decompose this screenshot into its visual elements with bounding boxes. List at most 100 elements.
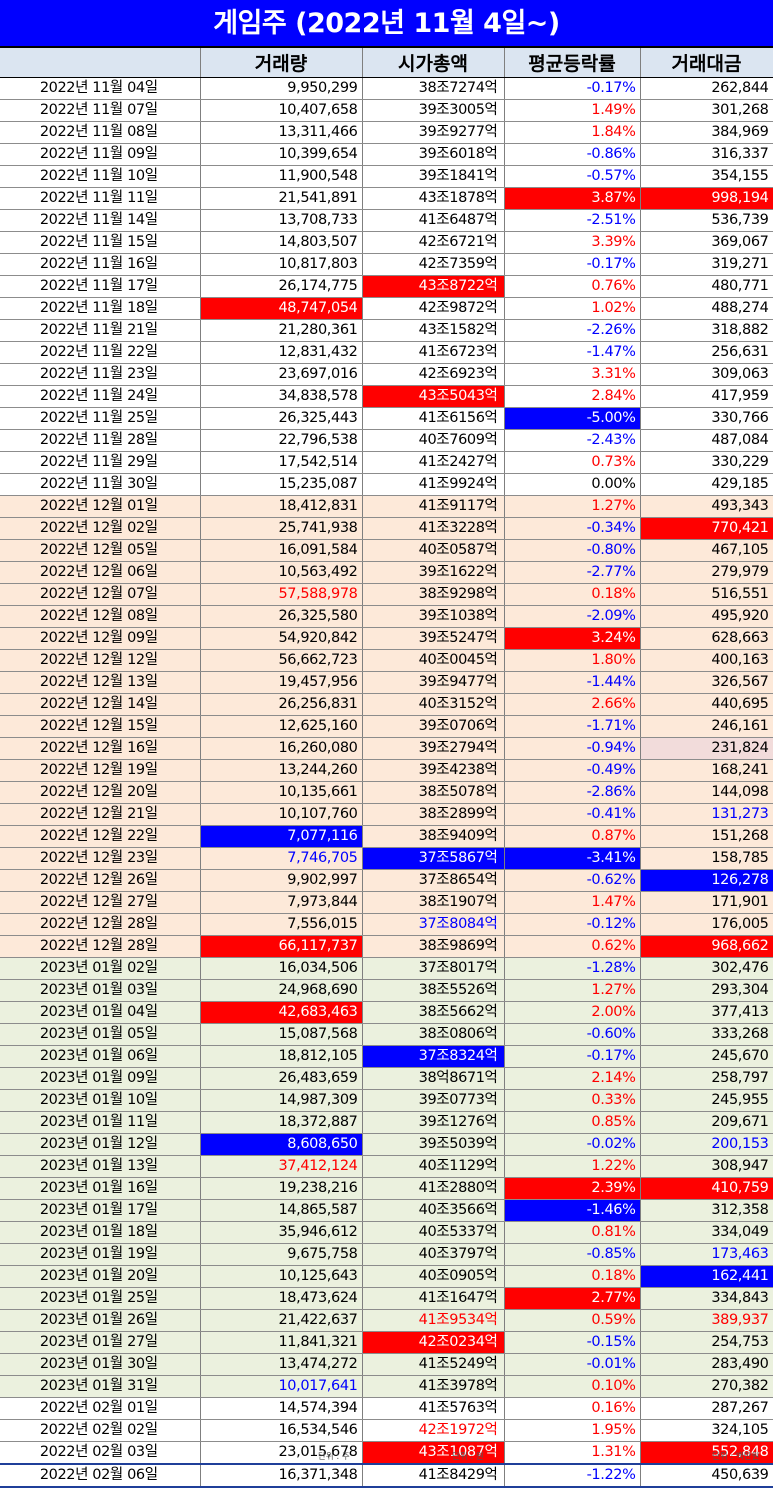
table-row: 2022년 12월 08일 26,325,580 39조1038억 -2.09% 495… [0, 605, 773, 628]
cell-avg-change: -1.28% [504, 957, 641, 980]
cell-date: 2022년 11월 14일 [0, 209, 201, 232]
cell-volume: 13,311,466 [200, 121, 363, 144]
cell-date: 2023년 01월 03일 [0, 979, 201, 1002]
cell-volume: 21,541,891 [200, 187, 363, 210]
cell-trade-amount: 126,278 [640, 869, 773, 892]
cell-market-cap: 40조3566억 [362, 1199, 505, 1222]
cell-trade-amount: 487,084 [640, 429, 773, 452]
cell-market-cap: 40조0587억 [362, 539, 505, 562]
cell-market-cap: 39조5247억 [362, 627, 505, 650]
cell-market-cap: 39조1276억 [362, 1111, 505, 1134]
cell-market-cap: 38조9298억 [362, 583, 505, 606]
cell-trade-amount: 270,382 [640, 1375, 773, 1398]
cell-date: 2022년 12월 12일 [0, 649, 201, 672]
cell-date: 2022년 12월 05일 [0, 539, 201, 562]
table-row: 2023년 01월 09일 26,483,659 38억8671억 2.14% 258,… [0, 1067, 773, 1090]
cell-volume: 42,683,463 [200, 1001, 363, 1024]
cell-volume: 18,372,887 [200, 1111, 363, 1134]
cell-market-cap: 39조9277억 [362, 121, 505, 144]
table-row: 2022년 11월 17일 26,174,775 43조8722억 0.76% 480,… [0, 275, 773, 298]
table-row: 2022년 12월 13일 19,457,956 39조9477억 -1.44% 326… [0, 671, 773, 694]
table-row: 2022년 11월 04일 9,950,299 38조7274억 -0.17% 262,… [0, 77, 773, 100]
cell-trade-amount: 516,551 [640, 583, 773, 606]
cell-date: 2022년 11월 25일 [0, 407, 201, 430]
cell-date: 2022년 02월 06일 [0, 1462, 201, 1488]
table-row: 2022년 12월 20일 10,135,661 38조5078억 -2.86% 144… [0, 781, 773, 804]
cell-date: 2022년 11월 23일 [0, 363, 201, 386]
cell-trade-amount: 429,185 [640, 473, 773, 496]
cell-date: 2022년 12월 27일 [0, 891, 201, 914]
cell-avg-change: -0.34% [504, 517, 641, 540]
cell-volume: 11,841,321 [200, 1331, 363, 1354]
cell-volume: 10,563,492 [200, 561, 363, 584]
cell-market-cap: 40조0045억 [362, 649, 505, 672]
cell-volume: 14,987,309 [200, 1089, 363, 1112]
cell-date: 2022년 11월 18일 [0, 297, 201, 320]
cell-date: 2023년 01월 25일 [0, 1287, 201, 1310]
sheet-title: 게임주 (2022년 11월 4일~) [0, 0, 773, 48]
cell-date: 2022년 02월 03일 [0, 1441, 201, 1464]
cell-trade-amount: 488,274 [640, 297, 773, 320]
cell-date: 2022년 12월 19일 [0, 759, 201, 782]
cell-volume: 16,034,506 [200, 957, 363, 980]
cell-date: 2023년 01월 02일 [0, 957, 201, 980]
cell-date: 2023년 01월 18일 [0, 1221, 201, 1244]
cell-market-cap: 40조7609억 [362, 429, 505, 452]
cell-trade-amount: 283,490 [640, 1353, 773, 1376]
table-row: 2022년 11월 10일 11,900,548 39조1841억 -0.57% 354… [0, 165, 773, 188]
cell-volume: 13,474,272 [200, 1353, 363, 1376]
cell-date: 2022년 12월 23일 [0, 847, 201, 870]
cell-date: 2022년 11월 11일 [0, 187, 201, 210]
cell-date: 2023년 01월 30일 [0, 1353, 201, 1376]
table-row: 2023년 01월 03일 24,968,690 38조5526억 1.27% 293,… [0, 979, 773, 1002]
cell-volume: 19,457,956 [200, 671, 363, 694]
table-row: 2022년 12월 05일 16,091,584 40조0587억 -0.80% 467… [0, 539, 773, 562]
cell-avg-change: 0.18% [504, 1265, 641, 1288]
table-row: 2022년 12월 22일 7,077,116 38조9409억 0.87% 151,2… [0, 825, 773, 848]
cell-volume: 23,015,678 [200, 1441, 363, 1464]
header-trade-amount: 거래대금 [640, 48, 773, 78]
cell-market-cap: 39조3005억 [362, 99, 505, 122]
cell-market-cap: 40조5337억 [362, 1221, 505, 1244]
cell-avg-change: 1.31% [504, 1441, 641, 1464]
cell-volume: 10,399,654 [200, 143, 363, 166]
cell-volume: 10,017,641 [200, 1375, 363, 1398]
cell-trade-amount: 552,848 [640, 1441, 773, 1464]
cell-avg-change: 0.76% [504, 275, 641, 298]
cell-volume: 21,280,361 [200, 319, 363, 342]
cell-avg-change: 0.81% [504, 1221, 641, 1244]
cell-avg-change: -0.85% [504, 1243, 641, 1266]
table-row: 2023년 01월 17일 14,865,587 40조3566억 -1.46% 312… [0, 1199, 773, 1222]
cell-volume: 9,902,997 [200, 869, 363, 892]
cell-avg-change: -0.02% [504, 1133, 641, 1156]
cell-trade-amount: 144,098 [640, 781, 773, 804]
cell-date: 2022년 12월 06일 [0, 561, 201, 584]
cell-avg-change: -0.01% [504, 1353, 641, 1376]
cell-trade-amount: 309,063 [640, 363, 773, 386]
cell-avg-change: -0.41% [504, 803, 641, 826]
cell-market-cap: 40조3797억 [362, 1243, 505, 1266]
cell-volume: 18,812,105 [200, 1045, 363, 1068]
cell-volume: 15,235,087 [200, 473, 363, 496]
cell-date: 2022년 11월 10일 [0, 165, 201, 188]
cell-date: 2023년 01월 09일 [0, 1067, 201, 1090]
table-row: 2022년 11월 08일 13,311,466 39조9277억 1.84% 384,… [0, 121, 773, 144]
cell-trade-amount: 495,920 [640, 605, 773, 628]
cell-date: 2022년 02월 02일 [0, 1419, 201, 1442]
cell-trade-amount: 231,824 [640, 737, 773, 760]
cell-volume: 16,091,584 [200, 539, 363, 562]
table-row: 2022년 12월 19일 13,244,260 39조4238억 -0.49% 168… [0, 759, 773, 782]
cell-avg-change: -0.86% [504, 143, 641, 166]
cell-avg-change: 3.31% [504, 363, 641, 386]
cell-market-cap: 42조9872억 [362, 297, 505, 320]
table-row: 2022년 12월 27일 7,973,844 38조1907억 1.47% 171,9… [0, 891, 773, 914]
cell-trade-amount: 258,797 [640, 1067, 773, 1090]
cell-date: 2023년 01월 06일 [0, 1045, 201, 1068]
cell-avg-change: -0.17% [504, 253, 641, 276]
cell-trade-amount: 326,567 [640, 671, 773, 694]
cell-volume: 13,244,260 [200, 759, 363, 782]
cell-trade-amount: 176,005 [640, 913, 773, 936]
cell-date: 2023년 01월 16일 [0, 1177, 201, 1200]
cell-volume: 66,117,737 [200, 935, 363, 958]
table-row: 2023년 01월 06일 18,812,105 37조8324억 -0.17% 245… [0, 1045, 773, 1068]
